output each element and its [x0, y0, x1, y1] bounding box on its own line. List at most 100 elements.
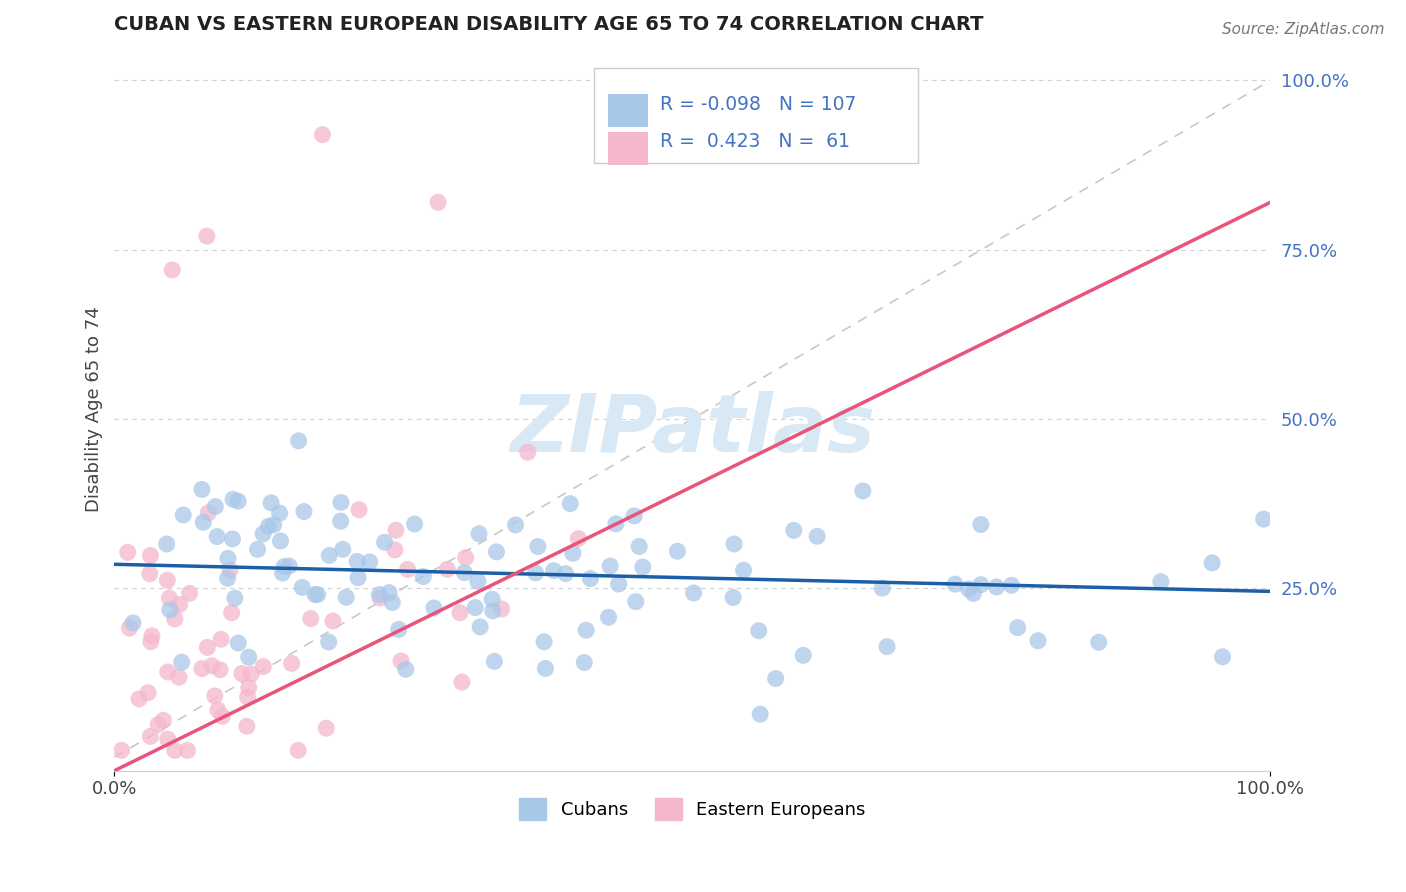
Point: [193, 516, 215, 530]
Point: [485, 545, 508, 559]
Point: [219, 563, 242, 577]
Point: [733, 563, 755, 577]
Point: [631, 560, 654, 574]
Point: [246, 542, 269, 557]
Point: [271, 566, 294, 580]
Point: [195, 229, 218, 244]
Point: [152, 713, 174, 727]
Point: [1000, 578, 1022, 592]
Point: [723, 537, 745, 551]
Point: [464, 600, 486, 615]
Text: R = -0.098   N = 107: R = -0.098 N = 107: [659, 95, 856, 113]
Point: [217, 551, 239, 566]
Point: [238, 681, 260, 695]
Point: [287, 743, 309, 757]
Point: [792, 648, 814, 663]
Point: [765, 672, 787, 686]
Point: [575, 624, 598, 638]
Point: [217, 571, 239, 585]
Point: [574, 656, 596, 670]
Point: [236, 690, 259, 704]
Point: [368, 588, 391, 602]
Point: [534, 661, 557, 675]
Point: [208, 663, 231, 677]
Point: [1150, 574, 1173, 589]
Point: [986, 580, 1008, 594]
FancyBboxPatch shape: [607, 95, 648, 127]
Legend: Cubans, Eastern Europeans: Cubans, Eastern Europeans: [512, 790, 873, 827]
Point: [449, 606, 471, 620]
Point: [970, 517, 993, 532]
Y-axis label: Disability Age 65 to 74: Disability Age 65 to 74: [86, 306, 103, 511]
Point: [224, 591, 246, 606]
Point: [524, 566, 547, 580]
Point: [607, 577, 630, 591]
Point: [252, 526, 274, 541]
Point: [347, 502, 370, 516]
Point: [141, 629, 163, 643]
Point: [221, 532, 243, 546]
FancyBboxPatch shape: [607, 132, 648, 165]
Point: [311, 128, 333, 142]
Point: [561, 546, 583, 560]
Point: [1007, 621, 1029, 635]
Point: [368, 591, 391, 605]
Point: [605, 516, 627, 531]
Text: R =  0.423   N =  61: R = 0.423 N = 61: [659, 132, 851, 152]
Point: [505, 517, 527, 532]
Point: [318, 635, 340, 649]
Point: [156, 732, 179, 747]
Point: [191, 483, 214, 497]
Point: [491, 602, 513, 616]
Point: [226, 494, 249, 508]
Point: [179, 586, 201, 600]
Point: [359, 555, 381, 569]
Point: [156, 573, 179, 587]
Point: [666, 544, 689, 558]
Point: [160, 263, 183, 277]
Point: [599, 559, 621, 574]
Point: [195, 640, 218, 655]
Point: [543, 564, 565, 578]
Point: [533, 634, 555, 648]
Point: [374, 535, 396, 549]
Point: [156, 665, 179, 679]
Point: [598, 610, 620, 624]
Point: [270, 533, 292, 548]
Point: [943, 577, 966, 591]
Point: [209, 632, 232, 647]
Point: [870, 581, 893, 595]
Point: [136, 686, 159, 700]
Point: [749, 707, 772, 722]
Point: [191, 662, 214, 676]
Point: [628, 540, 651, 554]
Point: [378, 585, 401, 599]
Point: [484, 654, 506, 668]
Point: [240, 667, 263, 681]
Point: [567, 532, 589, 546]
Point: [110, 743, 132, 757]
Point: [467, 574, 489, 589]
Point: [427, 195, 450, 210]
Point: [257, 519, 280, 533]
Point: [322, 614, 344, 628]
Point: [1212, 649, 1234, 664]
Point: [159, 603, 181, 617]
Point: [138, 566, 160, 581]
Point: [204, 689, 226, 703]
Point: [335, 591, 357, 605]
Text: ZIPatlas: ZIPatlas: [510, 392, 875, 469]
Point: [292, 505, 315, 519]
Point: [315, 721, 337, 735]
Point: [384, 542, 406, 557]
Point: [280, 657, 302, 671]
Point: [748, 624, 770, 638]
Point: [304, 588, 326, 602]
Point: [117, 545, 139, 559]
Point: [579, 572, 602, 586]
Point: [222, 492, 245, 507]
Point: [128, 691, 150, 706]
Text: Source: ZipAtlas.com: Source: ZipAtlas.com: [1222, 22, 1385, 37]
Point: [252, 659, 274, 673]
Point: [682, 586, 704, 600]
